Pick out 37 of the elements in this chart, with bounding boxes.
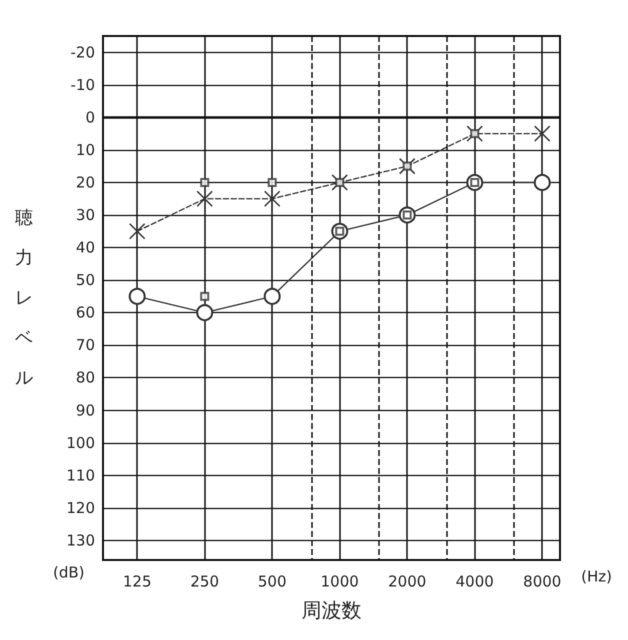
y-tick-label: 110	[66, 466, 95, 484]
y-tick-label: 90	[76, 401, 95, 420]
x-tick-label: 2000	[388, 572, 426, 590]
x-tick-label: 500	[258, 572, 287, 590]
y-tick-label: 80	[76, 368, 95, 387]
y-tick-label: -10	[70, 76, 95, 94]
y-tick-label: 70	[76, 336, 95, 354]
y-tick-label: -20	[70, 43, 95, 62]
text: (Hz)	[581, 568, 612, 586]
y-tick-label: 10	[76, 140, 95, 159]
y-tick-label: 40	[76, 238, 95, 257]
y-axis-title: 聴力レベル	[15, 208, 33, 388]
x-axis-title: 周波数	[302, 598, 362, 622]
y-tick-label: 100	[66, 434, 95, 452]
x-tick-label: 8000	[523, 572, 562, 590]
point	[128, 288, 146, 305]
x-tick-label: 4000	[456, 572, 494, 590]
point	[331, 174, 348, 191]
point	[398, 158, 416, 174]
x-tick-label: 1000	[320, 572, 359, 590]
y-tick-label: 30	[76, 206, 95, 224]
point	[196, 304, 214, 322]
point	[196, 190, 213, 207]
point	[264, 190, 280, 207]
y-tick-label: 50	[76, 271, 95, 290]
y-tick-label: 120	[66, 498, 95, 517]
point	[128, 223, 146, 240]
text: (dB)	[53, 564, 85, 582]
y-tick-label: 130	[66, 531, 95, 550]
point	[534, 174, 551, 191]
x-tick-label: 125	[122, 572, 152, 590]
y-tick-label: 60	[76, 304, 95, 322]
x-tick-label: 250	[190, 572, 220, 590]
point	[264, 288, 281, 305]
y-tick-label: 0	[85, 108, 95, 126]
y-tick-label: 20	[76, 173, 95, 192]
point	[534, 125, 550, 142]
